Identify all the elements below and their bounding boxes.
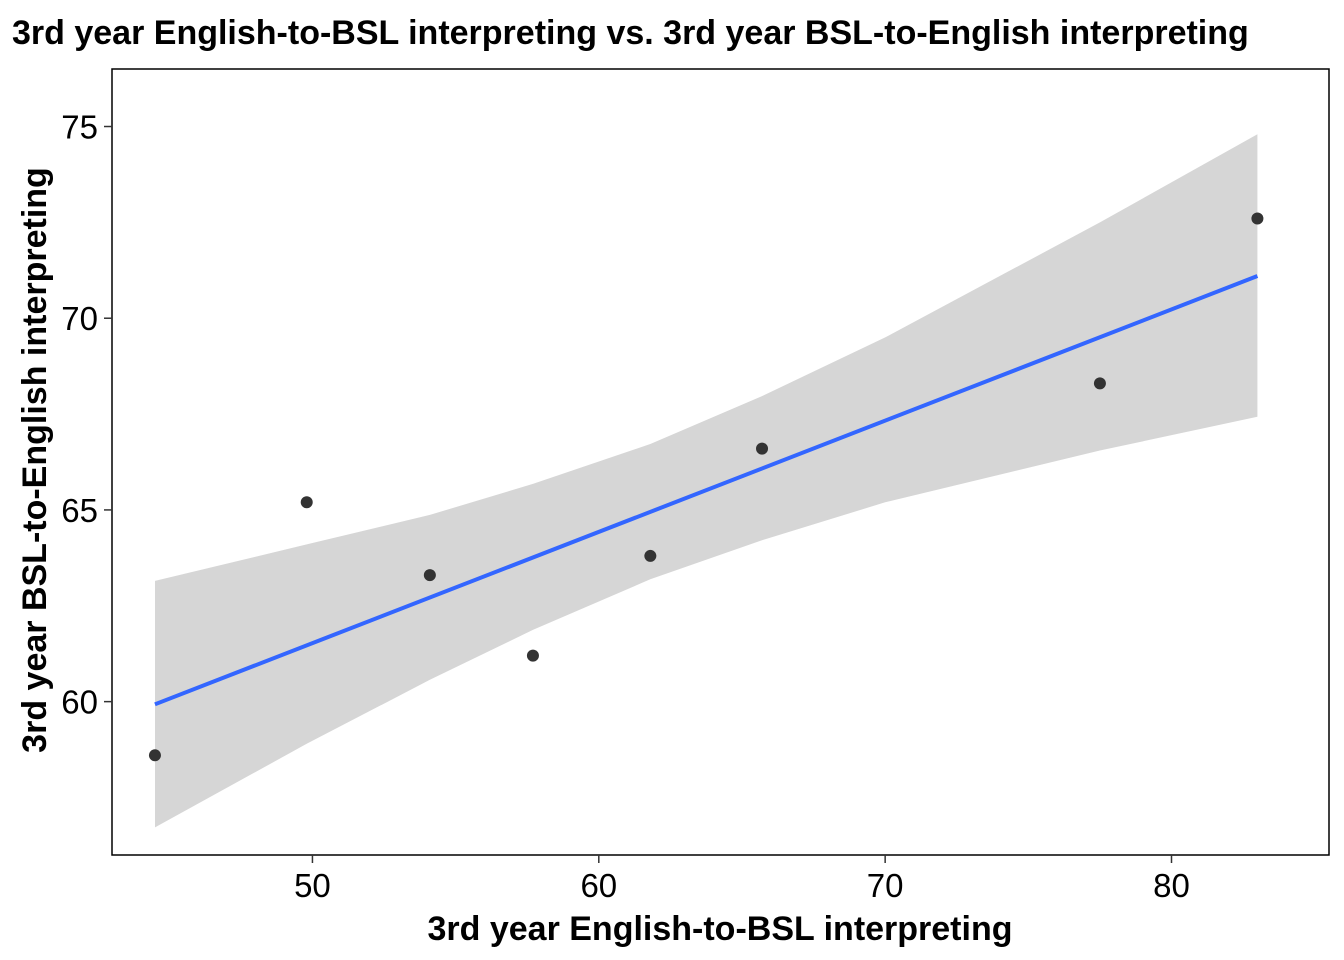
panel-border xyxy=(111,68,1330,856)
data-point xyxy=(300,496,313,509)
x-tick-label: 50 xyxy=(294,867,331,904)
confidence-band xyxy=(155,134,1258,828)
data-point xyxy=(756,442,769,455)
x-tick-label: 60 xyxy=(580,867,617,904)
data-point xyxy=(526,649,539,662)
data-point xyxy=(644,549,657,562)
chart-title: 3rd year English-to-BSL interpreting vs.… xyxy=(12,14,1249,52)
data-point xyxy=(1093,377,1106,390)
trend-line xyxy=(154,274,1259,707)
y-tick-label: 65 xyxy=(61,492,98,529)
plot-area: 50 60 70 80 60 65 70 75 xyxy=(61,68,1330,904)
data-point xyxy=(1251,212,1264,225)
x-axis-title: 3rd year English-to-BSL interpreting xyxy=(427,910,1012,948)
y-axis-title: 3rd year BSL-to-English interpreting xyxy=(16,167,54,753)
x-tick-label: 70 xyxy=(867,867,904,904)
y-tick-label: 75 xyxy=(61,109,98,146)
x-tick-label: 80 xyxy=(1153,867,1190,904)
data-point xyxy=(148,749,161,762)
y-tick-label: 60 xyxy=(61,684,98,721)
y-tick-label: 70 xyxy=(61,300,98,337)
data-point xyxy=(423,569,436,582)
